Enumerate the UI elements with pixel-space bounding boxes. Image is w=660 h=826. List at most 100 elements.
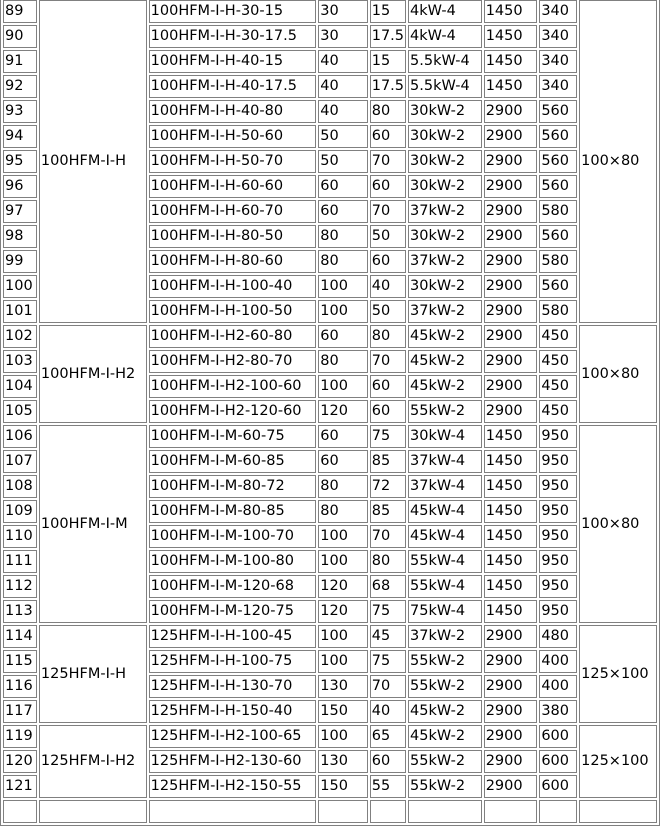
head-value: 50 bbox=[369, 225, 407, 248]
flow-value: 80 bbox=[318, 250, 368, 273]
head-value: 17.5 bbox=[369, 75, 407, 98]
speed-rpm: 2900 bbox=[483, 675, 538, 698]
table-cell bbox=[148, 800, 317, 823]
speed-rpm: 1450 bbox=[483, 575, 538, 598]
speed-rpm: 2900 bbox=[483, 175, 538, 198]
model-code: 100HFM-I-M-60-85 bbox=[148, 450, 317, 473]
row-number: 121 bbox=[3, 775, 37, 798]
model-code: 125HFM-I-H-130-70 bbox=[148, 675, 317, 698]
motor-power: 55kW-2 bbox=[408, 650, 482, 673]
model-code: 125HFM-I-H-150-40 bbox=[148, 700, 317, 723]
row-number: 112 bbox=[3, 575, 37, 598]
motor-power: 45kW-4 bbox=[408, 500, 482, 523]
row-number: 93 bbox=[3, 100, 37, 123]
table-row: 92 100HFM-I-H-40-17.5 40 17.5 5.5kW-4 1450 340 bbox=[3, 75, 657, 98]
model-code: 100HFM-I-H-30-17.5 bbox=[148, 25, 317, 48]
head-value: 68 bbox=[369, 575, 407, 598]
table-cell bbox=[318, 800, 368, 823]
head-value: 70 bbox=[369, 200, 407, 223]
flow-value: 100 bbox=[318, 625, 368, 648]
table-row: 93 100HFM-I-H-40-80 40 80 30kW-2 2900 560 bbox=[3, 100, 657, 123]
motor-power: 4kW-4 bbox=[408, 25, 482, 48]
weight-value: 950 bbox=[539, 450, 578, 473]
flow-value: 100 bbox=[318, 550, 368, 573]
model-code: 100HFM-I-H-50-60 bbox=[148, 125, 317, 148]
weight-value: 600 bbox=[539, 775, 578, 798]
speed-rpm: 2900 bbox=[483, 250, 538, 273]
model-code: 100HFM-I-M-80-85 bbox=[148, 500, 317, 523]
motor-power: 55kW-4 bbox=[408, 575, 482, 598]
table-row: 119 125HFM-I-H2 125HFM-I-H2-100-65 100 65 45k… bbox=[3, 725, 657, 798]
row-number: 115 bbox=[3, 650, 37, 673]
series-name: 100HFM-I-H bbox=[38, 0, 147, 323]
weight-value: 950 bbox=[539, 475, 578, 498]
weight-value: 580 bbox=[539, 300, 578, 323]
row-number: 103 bbox=[3, 350, 37, 373]
head-value: 60 bbox=[369, 375, 407, 398]
table-row: 108 100HFM-I-M-80-72 80 72 37kW-4 1450 950 bbox=[3, 475, 657, 498]
series-name: 125HFM-I-H2 bbox=[38, 725, 147, 798]
row-number: 104 bbox=[3, 375, 37, 398]
speed-rpm: 2900 bbox=[483, 300, 538, 323]
flow-value: 60 bbox=[318, 425, 368, 448]
row-number: 116 bbox=[3, 675, 37, 698]
motor-power: 45kW-2 bbox=[408, 325, 482, 348]
weight-value: 380 bbox=[539, 700, 578, 723]
head-value: 70 bbox=[369, 675, 407, 698]
row-number: 108 bbox=[3, 475, 37, 498]
row-number: 107 bbox=[3, 450, 37, 473]
model-code: 100HFM-I-H-100-50 bbox=[148, 300, 317, 323]
row-number: 89 bbox=[3, 0, 37, 23]
speed-rpm: 2900 bbox=[483, 375, 538, 398]
flow-value: 100 bbox=[318, 375, 368, 398]
motor-power: 5.5kW-4 bbox=[408, 75, 482, 98]
flow-value: 120 bbox=[318, 400, 368, 423]
row-number: 102 bbox=[3, 325, 37, 348]
motor-power: 30kW-4 bbox=[408, 425, 482, 448]
outlet-size: 125×100 bbox=[579, 725, 657, 798]
flow-value: 60 bbox=[318, 325, 368, 348]
motor-power: 37kW-2 bbox=[408, 300, 482, 323]
table-cell bbox=[408, 800, 482, 823]
speed-rpm: 2900 bbox=[483, 725, 538, 748]
motor-power: 37kW-2 bbox=[408, 625, 482, 648]
motor-power: 4kW-4 bbox=[408, 0, 482, 23]
table-row: 101 100HFM-I-H-100-50 100 50 37kW-2 2900 580 bbox=[3, 300, 657, 323]
motor-power: 37kW-2 bbox=[408, 250, 482, 273]
table-row: 116 125HFM-I-H-130-70 130 70 55kW-2 2900 400 bbox=[3, 675, 657, 698]
table-row: 114 125HFM-I-H 125HFM-I-H-100-45 100 45 37kW-… bbox=[3, 625, 657, 723]
motor-power: 55kW-4 bbox=[408, 550, 482, 573]
table-cell bbox=[38, 800, 147, 823]
model-code: 100HFM-I-M-80-72 bbox=[148, 475, 317, 498]
flow-value: 100 bbox=[318, 725, 368, 748]
row-number: 92 bbox=[3, 75, 37, 98]
weight-value: 400 bbox=[539, 650, 578, 673]
head-value: 40 bbox=[369, 700, 407, 723]
speed-rpm: 1450 bbox=[483, 600, 538, 623]
table-row: 100 100HFM-I-H-100-40 100 40 30kW-2 2900 560 bbox=[3, 275, 657, 298]
table-row: 90 100HFM-I-H-30-17.5 30 17.5 4kW-4 1450 340 bbox=[3, 25, 657, 48]
row-number: 119 bbox=[3, 725, 37, 748]
flow-value: 100 bbox=[318, 275, 368, 298]
row-number: 97 bbox=[3, 200, 37, 223]
row-number: 111 bbox=[3, 550, 37, 573]
weight-value: 560 bbox=[539, 100, 578, 123]
table-row: 113 100HFM-I-M-120-75 120 75 75kW-4 1450 950 bbox=[3, 600, 657, 623]
motor-power: 45kW-2 bbox=[408, 725, 482, 748]
head-value: 72 bbox=[369, 475, 407, 498]
motor-power: 55kW-2 bbox=[408, 675, 482, 698]
motor-power: 30kW-2 bbox=[408, 150, 482, 173]
table-row: 96 100HFM-I-H-60-60 60 60 30kW-2 2900 560 bbox=[3, 175, 657, 198]
model-code: 100HFM-I-H-60-70 bbox=[148, 200, 317, 223]
weight-value: 450 bbox=[539, 375, 578, 398]
head-value: 75 bbox=[369, 425, 407, 448]
series-name: 125HFM-I-H bbox=[38, 625, 147, 723]
speed-rpm: 2900 bbox=[483, 400, 538, 423]
row-number: 110 bbox=[3, 525, 37, 548]
table-row bbox=[3, 800, 657, 823]
motor-power: 30kW-2 bbox=[408, 175, 482, 198]
speed-rpm: 1450 bbox=[483, 550, 538, 573]
weight-value: 560 bbox=[539, 150, 578, 173]
weight-value: 480 bbox=[539, 625, 578, 648]
head-value: 17.5 bbox=[369, 25, 407, 48]
